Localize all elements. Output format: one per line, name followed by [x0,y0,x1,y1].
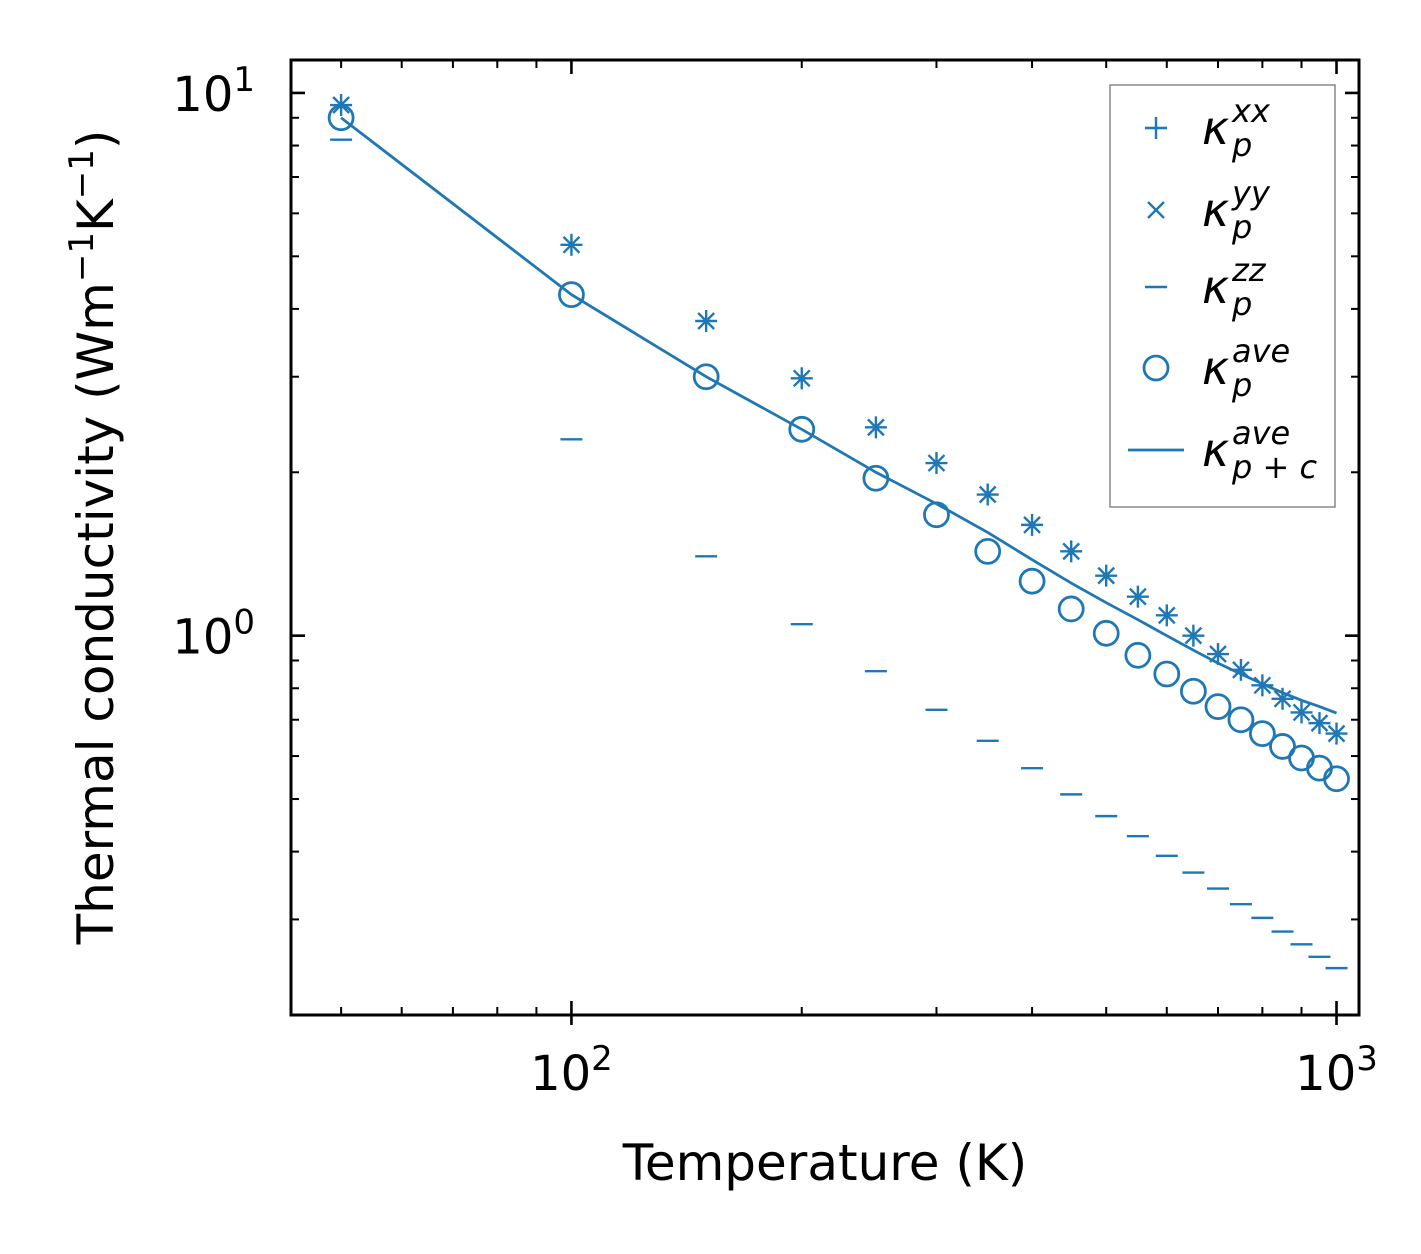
legend-label-sup: yy [1231,174,1271,212]
x-tick-label: 102 [530,1039,613,1102]
legend-item-zz-p: κ zzp [1145,251,1267,323]
data-point-ave [1227,706,1255,734]
data-point-ave [1204,693,1232,721]
series-line [340,116,1337,715]
data-point-yy [1184,626,1203,645]
legend-item-xx-p: κ xxp [1145,92,1271,164]
data-point-yy [1097,566,1116,585]
legend-label-sub: p [1231,285,1252,323]
data-point-yy [1253,676,1272,695]
legend-label-sub: p + c [1231,448,1317,486]
data-point-yy [1209,645,1227,663]
data-point-yy [1273,689,1292,708]
data-point-yy [1292,703,1311,722]
legend-label-sub: p [1231,208,1252,246]
data-point-yy [1129,587,1147,606]
tick-labels: 102 103 100 101 [172,60,1378,1102]
legend-label-sub: p [1231,126,1252,164]
data-point-ave [1153,660,1181,688]
legend-label: κ [1202,341,1229,395]
legend-label-sup: zz [1231,251,1267,289]
data-point-ave [1018,567,1046,595]
data-point-ave [1092,619,1120,647]
major-ticks [291,60,1359,1025]
data-point-yy [927,454,946,472]
y-axis-label: Thermal conductivity (Wm−1K−1) [62,130,125,946]
data-point-yy [1157,606,1176,625]
data-point-yy [1310,714,1329,732]
legend-marker-icon [1147,201,1165,219]
data-point-ave [1124,641,1152,669]
legend-label-sup: xx [1231,92,1271,130]
data-point-ave [1179,677,1207,705]
data-point-yy [867,418,885,437]
data-point-ave [1323,765,1350,793]
data-point-ave [1248,720,1276,747]
legend-label: κ [1202,423,1229,477]
y-tick-label: 101 [172,60,255,123]
data-point-ave [1057,595,1085,623]
data-point-yy [1232,660,1250,679]
data-point-yy [562,235,581,254]
legend-label: κ [1202,101,1229,155]
series-line-ave_pc [340,116,1337,715]
data-point-yy [792,369,811,388]
legend-label: κ [1202,260,1229,314]
plot-area-frame [289,58,1361,1017]
data-point-ave [1306,754,1333,782]
legend-item-yy-p: κ yyp [1147,174,1271,246]
data-point-ave [974,537,1002,565]
legend-marker-icon [1145,117,1167,139]
data-point-ave [1288,744,1315,772]
data-point-ave [692,363,720,391]
legend-label-sup: ave [1232,414,1290,452]
x-tick-label: 103 [1295,1039,1378,1102]
legend-label: κ [1202,183,1229,237]
data-point-ave [788,415,816,443]
data-point-ave [862,464,890,492]
data-point-yy [697,312,716,330]
legend-label-sup: ave [1232,332,1290,370]
data-point-ave [327,104,355,132]
series-markers [327,94,1350,970]
legend-box [1109,84,1336,508]
data-point-yy [1062,542,1081,561]
legend-label-sub: p [1231,366,1252,404]
data-point-ave [558,281,585,309]
data-point-yy [1023,516,1041,534]
data-point-ave [1269,733,1296,760]
data-point-yy [978,485,997,504]
data-point-ave [923,501,950,529]
x-axis-label: Temperature (K) [622,1134,1027,1192]
y-tick-label: 100 [172,603,255,666]
legend-marker-icon [1142,354,1170,382]
data-point-yy [1327,724,1346,743]
